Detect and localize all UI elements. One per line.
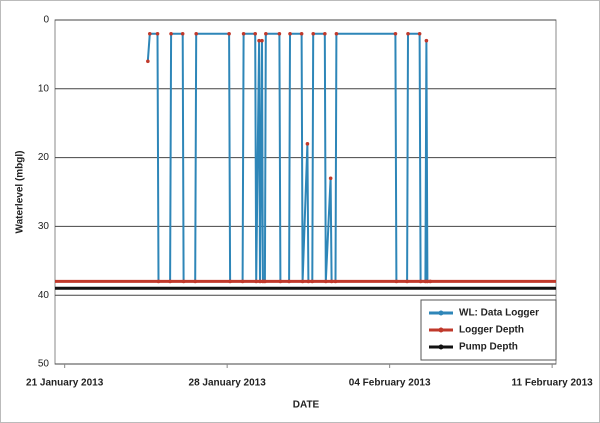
data-point xyxy=(299,31,304,36)
data-point xyxy=(311,31,316,36)
data-point xyxy=(155,31,160,36)
data-point xyxy=(417,31,422,36)
data-point xyxy=(406,31,410,36)
data-point xyxy=(260,38,264,43)
data-point xyxy=(305,142,310,146)
legend-marker xyxy=(438,310,444,316)
data-point xyxy=(146,59,150,64)
data-point xyxy=(194,31,199,36)
x-tick-label: 04 February 2013 xyxy=(349,378,431,389)
data-point xyxy=(328,176,333,181)
legend-marker xyxy=(438,344,444,350)
data-point xyxy=(180,31,185,36)
data-point xyxy=(147,31,152,36)
data-point xyxy=(257,38,261,43)
data-point xyxy=(264,31,268,36)
data-point xyxy=(334,31,339,36)
y-tick-label: 50 xyxy=(38,359,50,370)
legend-label: Pump Depth xyxy=(459,342,518,353)
legend-label: WL: Data Logger xyxy=(459,308,539,319)
data-point xyxy=(277,31,282,36)
x-tick-label: 28 January 2013 xyxy=(189,378,267,389)
data-point xyxy=(253,31,258,36)
x-axis-title: DATE xyxy=(293,400,320,411)
data-point xyxy=(288,31,292,36)
legend-label: Logger Depth xyxy=(459,325,524,336)
data-point xyxy=(424,38,429,43)
y-axis-title: Waterlevel (mbgl) xyxy=(15,151,26,234)
legend-marker xyxy=(438,327,444,333)
data-point xyxy=(227,31,231,36)
y-tick-label: 10 xyxy=(38,83,50,94)
data-point xyxy=(393,31,398,36)
data-point xyxy=(241,31,246,36)
x-tick-label: 21 January 2013 xyxy=(26,378,104,389)
x-tick-label: 11 February 2013 xyxy=(512,378,594,389)
y-tick-label: 0 xyxy=(43,15,49,26)
y-tick-label: 20 xyxy=(38,152,50,163)
data-point xyxy=(169,31,173,36)
data-point xyxy=(323,31,327,36)
y-tick-label: 40 xyxy=(38,290,50,301)
y-tick-label: 30 xyxy=(38,221,50,232)
